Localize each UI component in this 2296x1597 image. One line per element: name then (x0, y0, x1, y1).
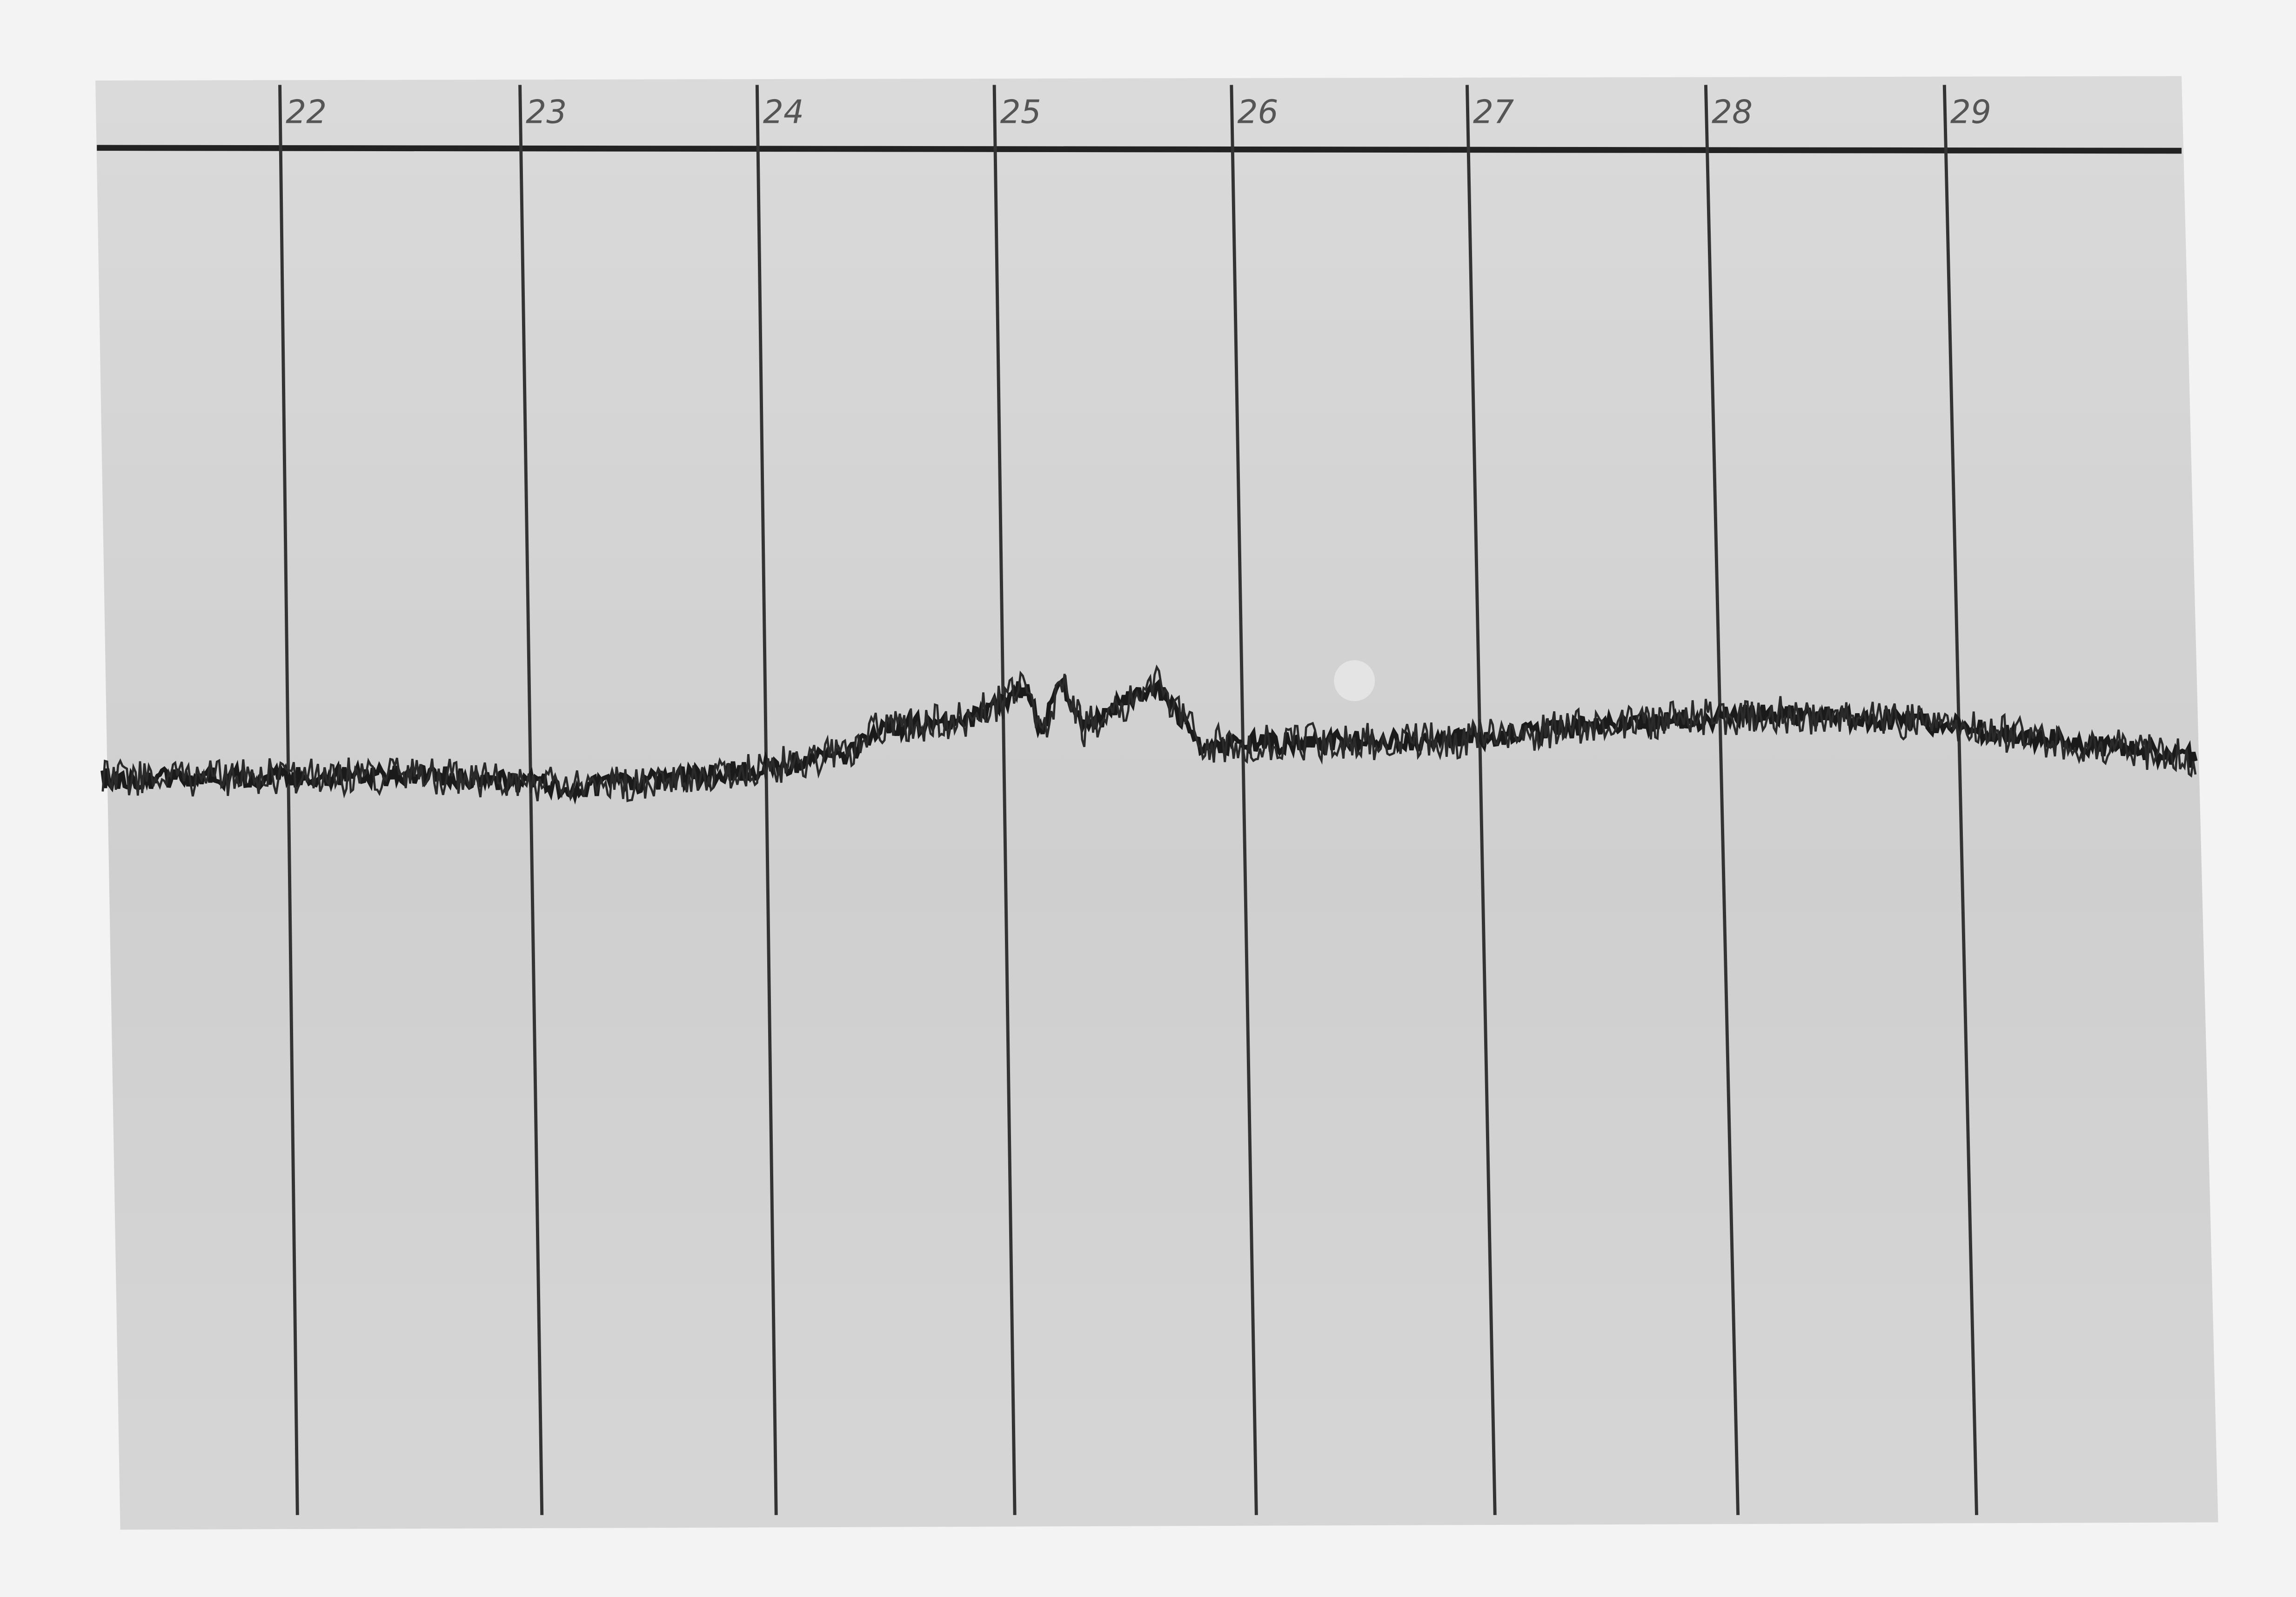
marker-label: 28 (1712, 94, 1753, 131)
marker-label: 22 (286, 94, 327, 131)
marker-label: 26 (1237, 94, 1278, 131)
photograph: 22 23 24 25 26 27 28 29 (0, 0, 2296, 1597)
chart-paper (95, 76, 2218, 1530)
marker-label: 29 (1950, 94, 1991, 131)
marker-label: 24 (763, 94, 804, 131)
reference-line (97, 148, 2182, 151)
glare (1334, 660, 1375, 701)
marker-label: 23 (526, 94, 567, 131)
marker-label: 27 (1473, 94, 1514, 131)
page: {"markers": [{"label": "22"}, {"label": … (0, 0, 2296, 1597)
marker-label: 25 (1000, 94, 1041, 131)
